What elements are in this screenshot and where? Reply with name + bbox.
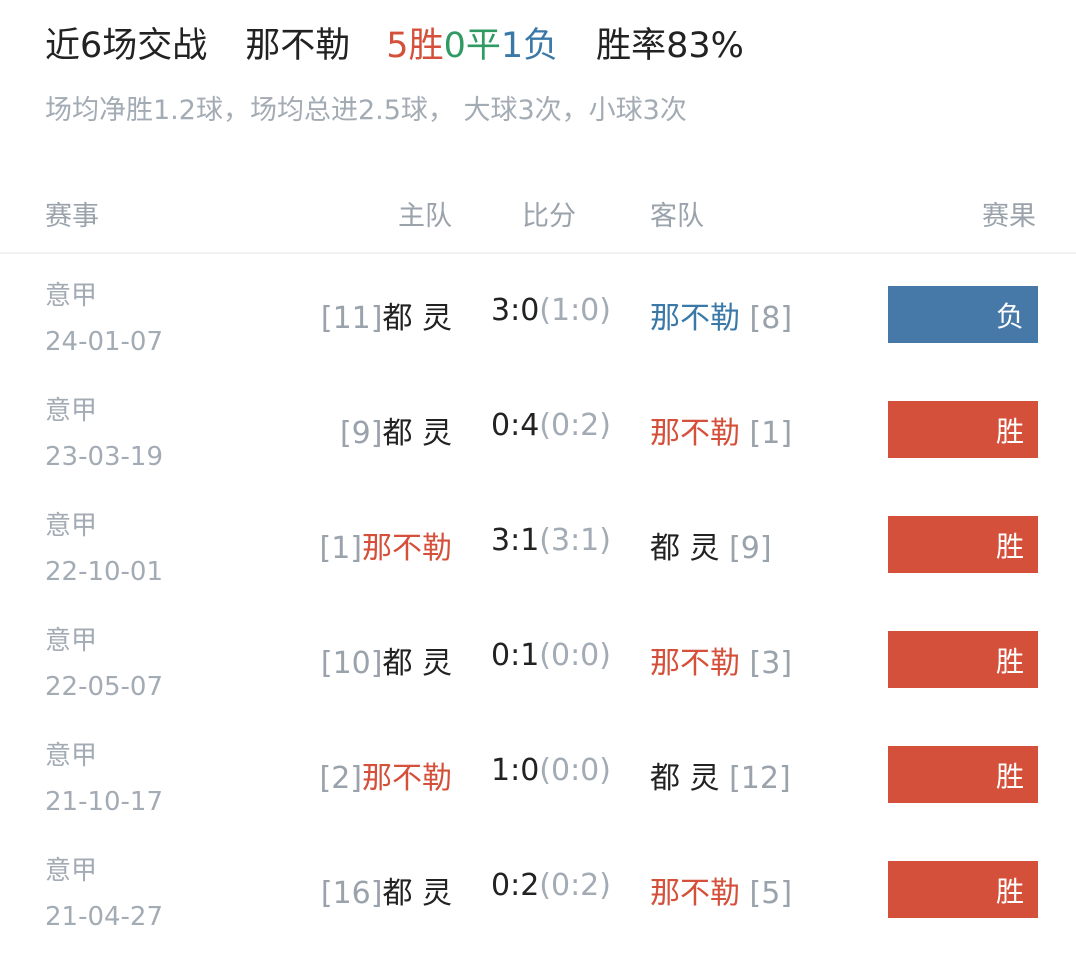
column-result: 赛果 (982, 201, 1036, 232)
home-team-name: 都 灵 (382, 876, 452, 911)
match-event: 意甲 24-01-07 (45, 273, 163, 365)
match-date: 22-10-01 (45, 557, 164, 587)
draws-count: 0平 (443, 25, 501, 66)
home-rank: [9] (339, 416, 383, 451)
league-name: 意甲 (45, 741, 98, 771)
result-badge: 胜 (888, 861, 1038, 918)
win-rate: 胜率83% (596, 25, 744, 66)
result-badge: 胜 (888, 401, 1038, 458)
home-rank: [2] (319, 761, 363, 796)
away-team: 那不勒 [3] (650, 638, 792, 682)
match-event: 意甲 22-10-01 (45, 503, 163, 595)
full-time-score: 0:1 (491, 638, 540, 673)
home-team: [11]都 灵 (321, 293, 452, 337)
team-name: 那不勒 (245, 25, 351, 66)
result-badge: 胜 (888, 516, 1038, 573)
match-event: 意甲 21-10-17 (45, 733, 163, 825)
losses-count: 1负 (500, 25, 559, 66)
home-team-name: 那不勒 (362, 761, 452, 796)
away-team: 都 灵 [12] (650, 753, 791, 797)
column-event: 赛事 (45, 201, 99, 232)
full-time-score: 3:1 (491, 523, 540, 558)
home-team: [10]都 灵 (321, 638, 452, 682)
match-score: 0:1(0:0) (490, 638, 612, 673)
home-team-name: 都 灵 (382, 301, 452, 336)
home-team: [1]那不勒 (320, 523, 453, 567)
away-team-name: 那不勒 (650, 876, 740, 911)
match-date: 23-03-19 (45, 442, 164, 472)
table-row[interactable]: 意甲 22-05-07 [10]都 灵 0:1(0:0) 那不勒 [3] 胜 (0, 602, 1076, 717)
home-team: [9]都 灵 (340, 408, 452, 452)
table-header: 赛事 主队 比分 客队 赛果 (0, 170, 1076, 254)
recent-matches-label: 近6场交战 (45, 25, 208, 66)
table-row[interactable]: 意甲 21-04-27 [16]都 灵 0:2(0:2) 那不勒 [5] 胜 (0, 832, 1076, 947)
league-name: 意甲 (45, 511, 98, 541)
column-away: 客队 (650, 201, 704, 232)
away-team: 都 灵 [9] (650, 523, 772, 567)
match-score: 3:1(3:1) (490, 523, 612, 558)
away-team: 那不勒 [8] (650, 293, 792, 337)
league-name: 意甲 (45, 281, 98, 311)
table-row[interactable]: 意甲 24-01-07 [11]都 灵 3:0(1:0) 那不勒 [8] 负 (0, 257, 1076, 372)
full-time-score: 0:4 (491, 408, 540, 443)
stats-summary: 场均净胜1.2球，场均总进2.5球， 大球3次，小球3次 (45, 95, 687, 126)
result-badge: 胜 (888, 631, 1038, 688)
match-date: 21-04-27 (45, 902, 164, 932)
match-score: 0:2(0:2) (490, 868, 612, 903)
match-event: 意甲 21-04-27 (45, 848, 163, 940)
result-badge: 胜 (888, 746, 1038, 803)
home-team: [16]都 灵 (321, 868, 452, 912)
match-date: 22-05-07 (45, 672, 164, 702)
away-team: 那不勒 [5] (650, 868, 792, 912)
match-event: 意甲 22-05-07 (45, 618, 163, 710)
away-team-name: 都 灵 (650, 761, 720, 796)
away-rank: [1] (740, 416, 793, 451)
match-score: 3:0(1:0) (490, 293, 612, 328)
table-row[interactable]: 意甲 23-03-19 [9]都 灵 0:4(0:2) 那不勒 [1] 胜 (0, 372, 1076, 487)
half-time-score: (0:2) (539, 868, 611, 903)
away-team-name: 那不勒 (650, 416, 740, 451)
half-time-score: (0:0) (539, 753, 611, 788)
column-home: 主队 (398, 201, 452, 232)
home-rank: [10] (320, 646, 383, 681)
table-row[interactable]: 意甲 22-10-01 [1]那不勒 3:1(3:1) 都 灵 [9] 胜 (0, 487, 1076, 602)
head-to-head-title: 近6场交战 那不勒 5胜 0平 1负 胜率83% (45, 14, 744, 70)
match-score: 1:0(0:0) (490, 753, 612, 788)
away-team: 那不勒 [1] (650, 408, 792, 452)
result-badge: 负 (888, 286, 1038, 343)
half-time-score: (0:2) (539, 408, 611, 443)
home-rank: [1] (319, 531, 363, 566)
away-team-name: 都 灵 (650, 531, 720, 566)
half-time-score: (1:0) (539, 293, 611, 328)
match-score: 0:4(0:2) (490, 408, 612, 443)
away-rank: [9] (719, 531, 772, 566)
match-date: 21-10-17 (45, 787, 164, 817)
home-team-name: 都 灵 (382, 416, 452, 451)
home-rank: [11] (320, 301, 383, 336)
home-team-name: 都 灵 (382, 646, 452, 681)
half-time-score: (0:0) (539, 638, 611, 673)
home-rank: [16] (320, 876, 383, 911)
match-event: 意甲 23-03-19 (45, 388, 163, 480)
half-time-score: (3:1) (539, 523, 611, 558)
full-time-score: 1:0 (491, 753, 540, 788)
league-name: 意甲 (45, 856, 98, 886)
away-rank: [12] (719, 761, 791, 796)
away-rank: [3] (740, 646, 793, 681)
away-rank: [8] (740, 301, 793, 336)
column-score: 比分 (522, 201, 576, 232)
away-team-name: 那不勒 (650, 301, 740, 336)
wins-count: 5胜 (386, 25, 444, 66)
full-time-score: 0:2 (491, 868, 540, 903)
match-date: 24-01-07 (45, 327, 164, 357)
league-name: 意甲 (45, 396, 98, 426)
table-row[interactable]: 意甲 21-10-17 [2]那不勒 1:0(0:0) 都 灵 [12] 胜 (0, 717, 1076, 832)
home-team-name: 那不勒 (362, 531, 452, 566)
home-team: [2]那不勒 (320, 753, 453, 797)
away-team-name: 那不勒 (650, 646, 740, 681)
away-rank: [5] (740, 876, 793, 911)
league-name: 意甲 (45, 626, 98, 656)
full-time-score: 3:0 (491, 293, 540, 328)
